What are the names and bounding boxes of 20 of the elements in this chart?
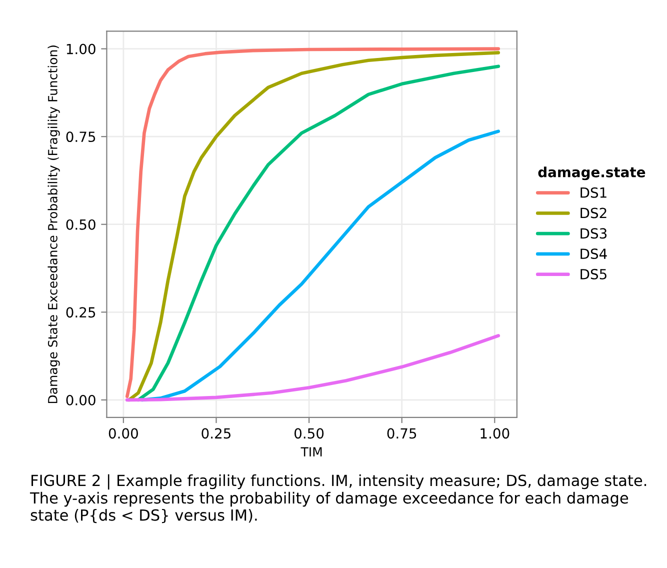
- caption: FIGURE 2 | Example fragility functions. IM, intensity measure; DS, damage state. The y-axis represents the probability of damage exceedance for each damage state (P{ds < DS} versus IM).: [30, 474, 646, 524]
- legend-label: DS1: [580, 187, 606, 198]
- x-tick-label: 1.00: [480, 428, 510, 439]
- y-tick-label: 0.00: [66, 394, 96, 406]
- legend-label: DS3: [580, 228, 607, 239]
- y-tick-label: 1.00: [66, 44, 96, 54]
- y-axis-title: Damage State Exceedance Probability (Fragility Function): [48, 46, 60, 404]
- x-tick-label: 0.75: [387, 428, 416, 439]
- x-axis-title: TIM: [300, 447, 322, 456]
- y-tick-label: 0.75: [66, 132, 96, 142]
- legend-label: DS4: [580, 248, 607, 260]
- legend-label: DS5: [580, 268, 606, 280]
- y-tick-label: 0.25: [66, 307, 96, 318]
- legend-label: DS2: [580, 208, 606, 218]
- x-tick-label: 0.50: [294, 428, 324, 439]
- y-tick-label: 0.50: [66, 219, 96, 230]
- x-tick-label: 0.00: [108, 428, 138, 439]
- legend-title: damage.state: [538, 166, 646, 180]
- line-series: [125, 334, 500, 402]
- x-tick-label: 0.25: [202, 428, 230, 439]
